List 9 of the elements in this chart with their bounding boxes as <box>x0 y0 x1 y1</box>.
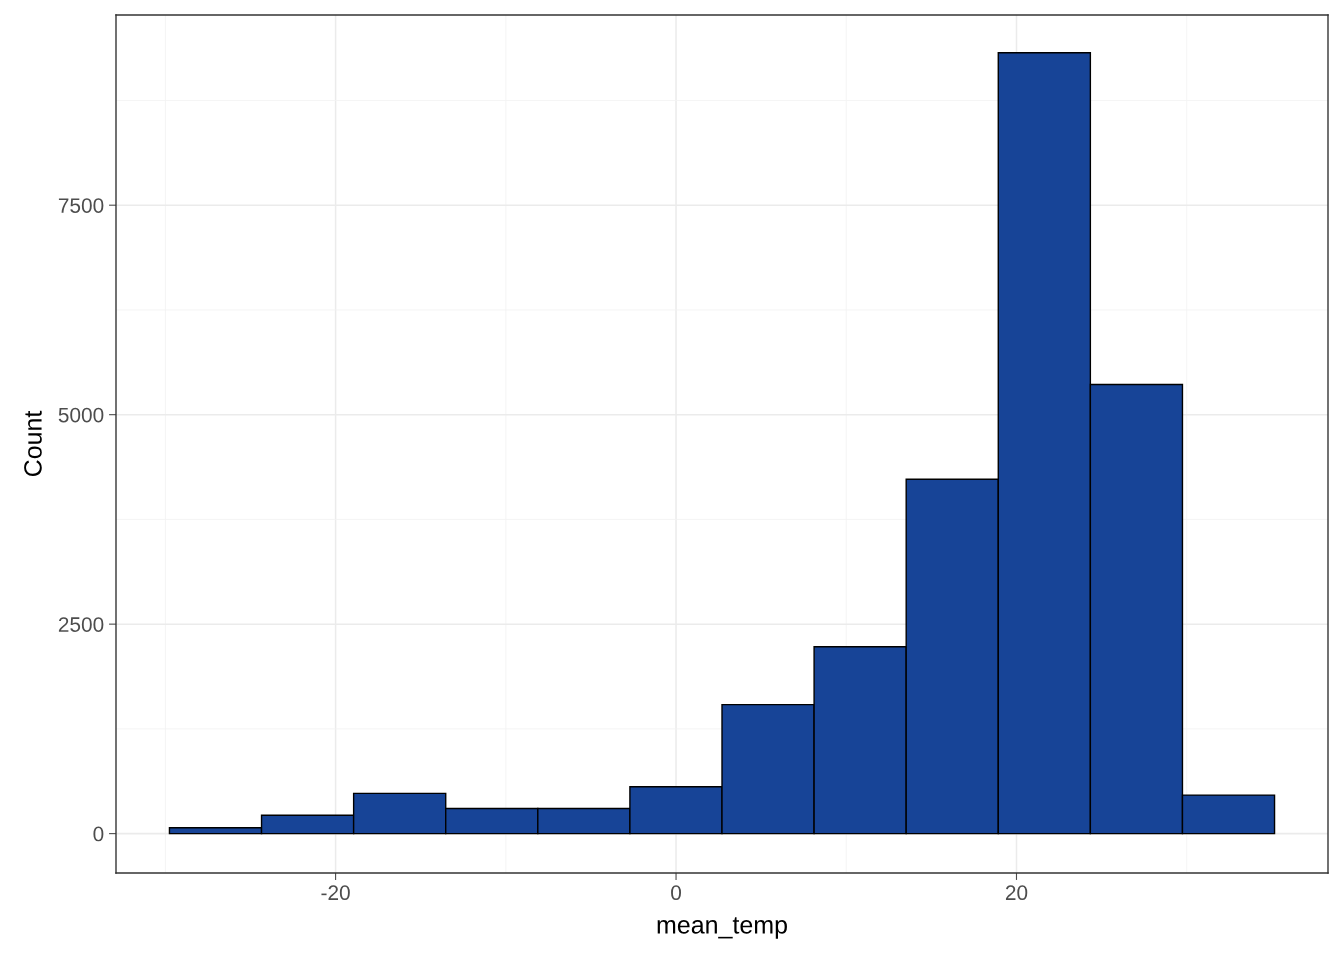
y-tick-label: 2500 <box>58 617 104 632</box>
y-tick-label: 7500 <box>58 198 104 213</box>
x-tick-label: 0 <box>671 885 682 901</box>
x-tick-label: -20 <box>321 885 350 901</box>
x-tick-label: 20 <box>1005 885 1028 901</box>
y-tick-label: 0 <box>93 826 104 842</box>
x-axis-title: mean_temp <box>657 917 787 939</box>
y-tick-label: 5000 <box>58 407 104 423</box>
y-axis-title: Count <box>24 410 42 477</box>
